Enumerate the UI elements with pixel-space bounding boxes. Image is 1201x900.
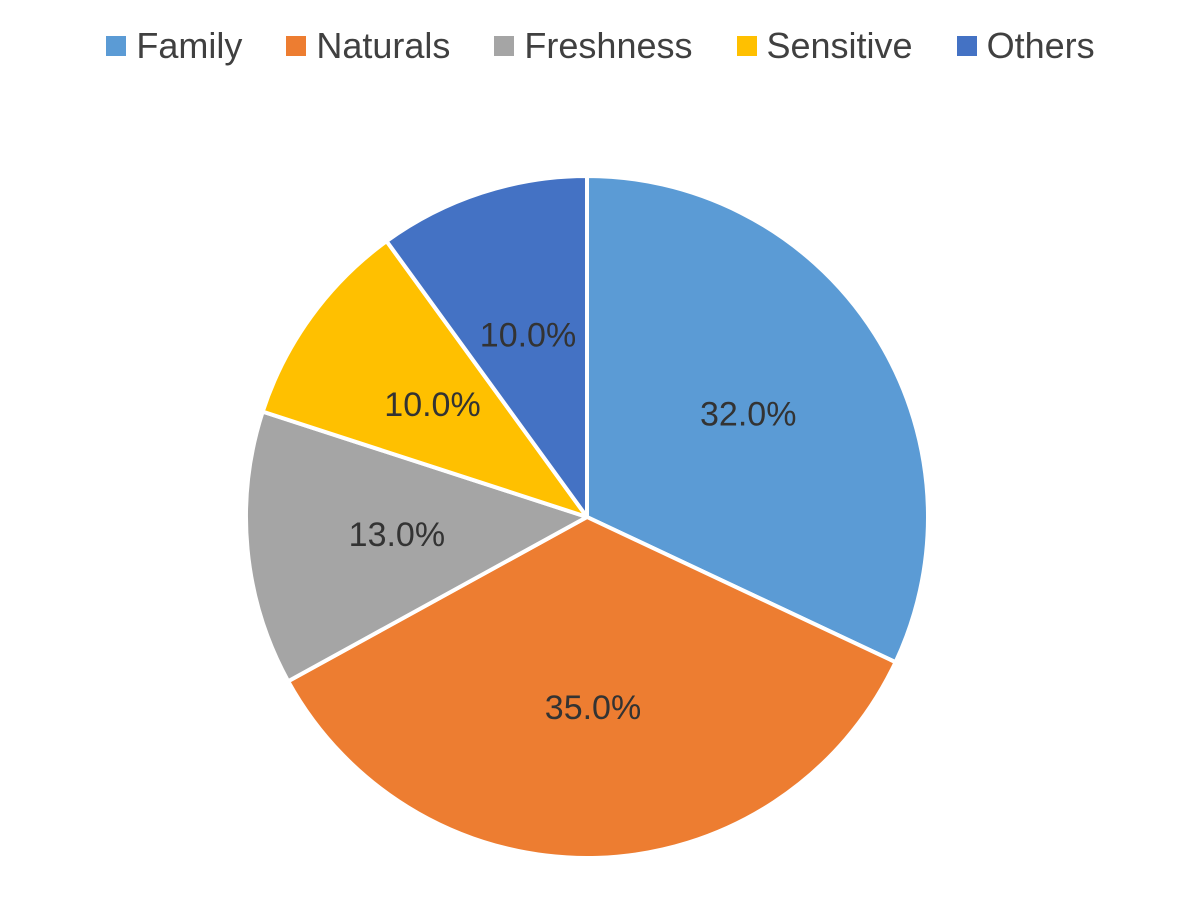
chart-legend: Family Naturals Freshness Sensitive Othe… <box>0 18 1201 74</box>
legend-item-naturals: Naturals <box>286 28 450 64</box>
legend-swatch-sensitive <box>736 36 757 56</box>
data-label-sensitive: 10.0% <box>384 386 480 424</box>
pie-slice-sensitive <box>260 239 589 519</box>
legend-label-sensitive: Sensitive <box>766 25 913 66</box>
pie-slice-freshness <box>244 409 589 684</box>
data-label-family: 32.0% <box>700 396 796 434</box>
data-label-others: 10.0% <box>480 316 576 354</box>
legend-label-naturals: Naturals <box>316 25 451 66</box>
legend-item-sensitive: Sensitive <box>736 25 913 66</box>
legend-label-family: Family <box>136 25 243 66</box>
legend-item-freshness: Freshness <box>494 25 693 66</box>
legend-swatch-naturals <box>286 36 307 56</box>
legend-label-others: Others <box>986 25 1095 66</box>
legend-item-others: Others <box>956 25 1095 66</box>
legend-swatch-freshness <box>494 36 515 56</box>
legend-swatch-family <box>106 36 127 56</box>
legend-swatch-others <box>956 36 977 56</box>
pie-slice-others <box>384 174 589 519</box>
pie-slice-family <box>585 174 930 665</box>
legend-item-family: Family <box>106 28 242 64</box>
legend-label-freshness: Freshness <box>524 25 693 66</box>
data-label-freshness: 13.0% <box>349 516 445 554</box>
data-label-naturals: 35.0% <box>545 689 641 727</box>
pie-slice-naturals <box>286 515 898 860</box>
